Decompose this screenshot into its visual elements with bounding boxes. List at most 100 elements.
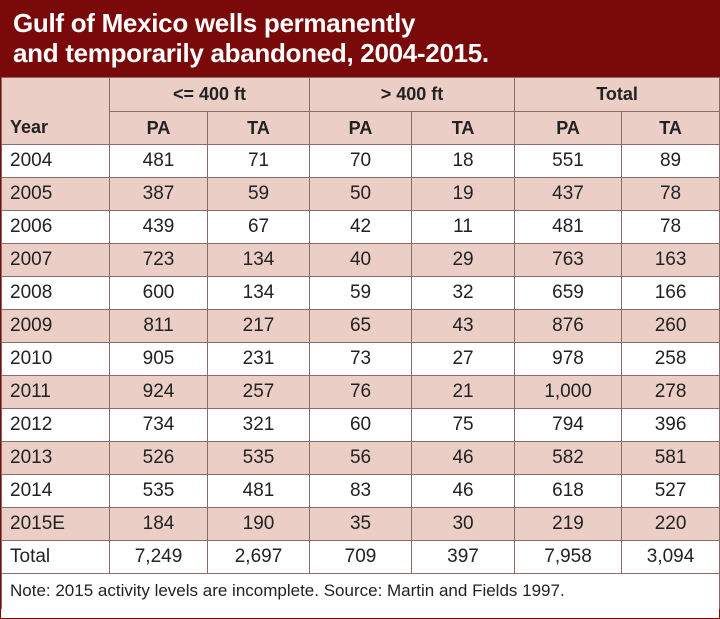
cell-deep-pa: 60: [309, 408, 413, 442]
header-sub-ta: TA: [411, 111, 516, 145]
cell-year: 2007: [1, 243, 110, 277]
cell-deep-pa: 709: [309, 540, 413, 574]
cell-deep-ta: 21: [411, 375, 516, 409]
cell-deep-ta: 29: [411, 243, 516, 277]
wells-table: Year <= 400 ft > 400 ft Total PA TA PA T…: [0, 77, 720, 609]
cell-shallow-pa: 600: [109, 276, 208, 310]
cell-shallow-ta: 481: [206, 474, 311, 508]
cell-shallow-ta: 321: [206, 408, 311, 442]
note-row: Note: 2015 activity levels are incomplet…: [0, 573, 720, 609]
header-sub-pa: PA: [309, 111, 413, 145]
cell-deep-ta: 27: [411, 342, 516, 376]
cell-total-ta: 166: [621, 276, 720, 310]
cell-total-pa: 437: [514, 177, 623, 211]
header-sub-ta: TA: [206, 111, 311, 145]
header-row-sub: PA TA PA TA PA TA: [2, 111, 720, 145]
cell-shallow-pa: 734: [109, 408, 208, 442]
table-row: 2014 535 481 83 46 618 527: [1, 474, 720, 508]
table-note: Note: 2015 activity levels are incomplet…: [0, 573, 720, 609]
cell-shallow-ta: 67: [206, 210, 311, 244]
cell-year: 2012: [1, 408, 110, 442]
cell-total-ta: 89: [621, 144, 720, 178]
cell-shallow-pa: 184: [109, 507, 208, 541]
cell-shallow-pa: 905: [109, 342, 208, 376]
cell-total-ta: 220: [621, 507, 720, 541]
header-sub-pa: PA: [514, 111, 623, 145]
cell-total-ta: 260: [621, 309, 720, 343]
cell-total-ta: 396: [621, 408, 720, 442]
cell-total-ta: 278: [621, 375, 720, 409]
cell-deep-pa: 35: [309, 507, 413, 541]
cell-shallow-pa: 481: [109, 144, 208, 178]
cell-deep-ta: 18: [411, 144, 516, 178]
cell-deep-pa: 50: [309, 177, 413, 211]
cell-year: 2008: [1, 276, 110, 310]
cell-year: Total: [1, 540, 110, 574]
cell-shallow-pa: 535: [109, 474, 208, 508]
table-row: Total 7,249 2,697 709 397 7,958 3,094: [1, 540, 720, 574]
cell-total-ta: 78: [621, 210, 720, 244]
header-group-total: Total: [514, 77, 720, 112]
cell-total-pa: 978: [514, 342, 623, 376]
cell-shallow-pa: 723: [109, 243, 208, 277]
cell-shallow-ta: 134: [206, 243, 311, 277]
cell-shallow-pa: 526: [109, 441, 208, 475]
table-row: 2012 734 321 60 75 794 396: [1, 408, 720, 442]
cell-deep-ta: 46: [411, 474, 516, 508]
table-body: 2004 481 71 70 18 551 89 2005 387 59 50 …: [1, 144, 720, 574]
table-title: Gulf of Mexico wells permanently and tem…: [1, 1, 719, 77]
cell-deep-pa: 76: [309, 375, 413, 409]
table-row: 2004 481 71 70 18 551 89: [1, 144, 720, 178]
table-row: 2015E 184 190 35 30 219 220: [1, 507, 720, 541]
cell-deep-pa: 73: [309, 342, 413, 376]
cell-deep-ta: 32: [411, 276, 516, 310]
table-row: 2007 723 134 40 29 763 163: [1, 243, 720, 277]
cell-shallow-ta: 2,697: [206, 540, 311, 574]
cell-year: 2010: [1, 342, 110, 376]
title-line-2: and temporarily abandoned, 2004-2015.: [13, 38, 489, 68]
cell-deep-pa: 56: [309, 441, 413, 475]
header-group-shallow: <= 400 ft: [108, 77, 311, 112]
cell-total-pa: 794: [514, 408, 623, 442]
cell-deep-ta: 30: [411, 507, 516, 541]
cell-shallow-ta: 535: [206, 441, 311, 475]
cell-deep-ta: 11: [411, 210, 516, 244]
cell-total-pa: 551: [514, 144, 623, 178]
header-sub-ta: TA: [621, 111, 720, 145]
cell-year: 2006: [1, 210, 110, 244]
cell-total-pa: 7,958: [514, 540, 623, 574]
cell-deep-ta: 43: [411, 309, 516, 343]
cell-deep-pa: 83: [309, 474, 413, 508]
cell-total-pa: 618: [514, 474, 623, 508]
cell-year: 2009: [1, 309, 110, 343]
cell-total-pa: 481: [514, 210, 623, 244]
cell-total-pa: 582: [514, 441, 623, 475]
table-row: 2011 924 257 76 21 1,000 278: [1, 375, 720, 409]
cell-shallow-ta: 59: [206, 177, 311, 211]
table-row: 2013 526 535 56 46 582 581: [1, 441, 720, 475]
cell-year: 2014: [1, 474, 110, 508]
cell-total-pa: 659: [514, 276, 623, 310]
cell-year: 2011: [1, 375, 110, 409]
cell-deep-pa: 59: [309, 276, 413, 310]
cell-year: 2015E: [1, 507, 110, 541]
cell-shallow-pa: 7,249: [109, 540, 208, 574]
cell-total-pa: 1,000: [514, 375, 623, 409]
cell-total-ta: 78: [621, 177, 720, 211]
cell-shallow-ta: 257: [206, 375, 311, 409]
table-row: 2005 387 59 50 19 437 78: [1, 177, 720, 211]
cell-year: 2004: [1, 144, 110, 178]
cell-shallow-ta: 190: [206, 507, 311, 541]
cell-shallow-pa: 811: [109, 309, 208, 343]
cell-deep-ta: 46: [411, 441, 516, 475]
cell-deep-pa: 40: [309, 243, 413, 277]
header-sub-pa: PA: [109, 111, 208, 145]
table-row: 2006 439 67 42 11 481 78: [1, 210, 720, 244]
cell-total-ta: 258: [621, 342, 720, 376]
cell-deep-pa: 65: [309, 309, 413, 343]
cell-shallow-ta: 134: [206, 276, 311, 310]
cell-total-pa: 876: [514, 309, 623, 343]
cell-total-ta: 3,094: [621, 540, 720, 574]
title-line-1: Gulf of Mexico wells permanently: [13, 8, 416, 38]
cell-shallow-pa: 439: [109, 210, 208, 244]
